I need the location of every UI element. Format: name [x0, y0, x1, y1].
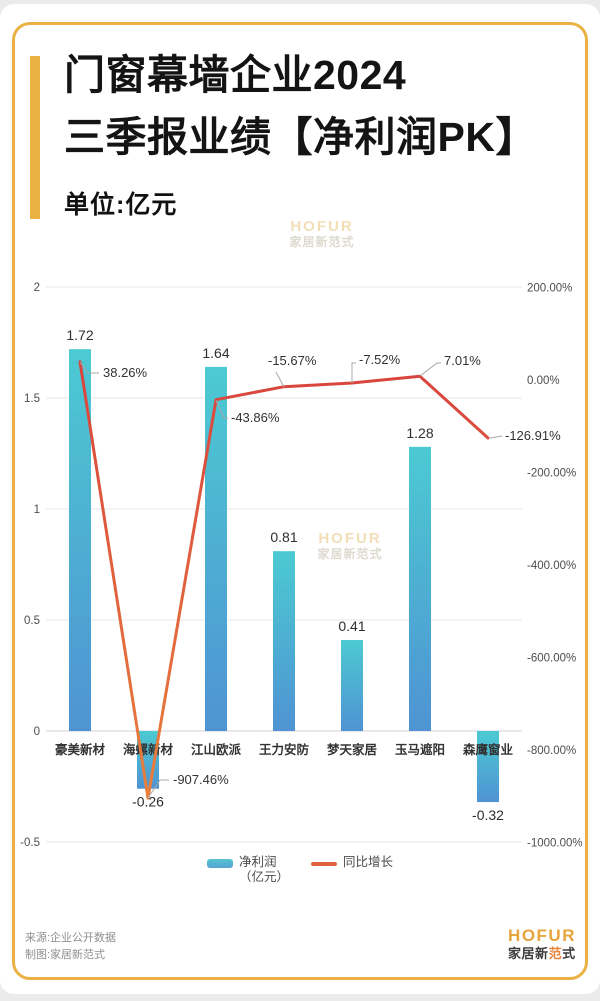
category-label: 江山欧派 [191, 742, 242, 757]
bar-net-profit [273, 551, 295, 731]
bar-net-profit [477, 731, 499, 803]
brand-logo-name: HOFUR [508, 926, 576, 945]
label-leader-line [79, 361, 99, 374]
bar-value-label: 0.41 [338, 618, 365, 634]
line-series-swatch [311, 862, 337, 866]
combo-chart: 2 1.5 1 0.5 0 -0.5 200.00% 0.00% -200.00% -400.00… [0, 262, 600, 882]
bar-value-label: 1.28 [406, 425, 433, 441]
category-label: 玉马遮阳 [395, 742, 445, 757]
label-leader-line [489, 435, 503, 439]
legend-bar-label: 净利润 [238, 855, 277, 869]
category-label: 森鹰窗业 [463, 742, 514, 757]
bar-series-swatch [206, 859, 233, 868]
chart-svg: 2 1.5 1 0.5 0 -0.5 200.00% 0.00% -200.00% -400.00… [20, 282, 583, 850]
infographic-card: 门窗幕墙企业2024 三季报业绩【净利润PK】 单位:亿元 HOFUR 家居新范… [0, 4, 600, 994]
bar-value-label: 1.72 [66, 327, 93, 343]
growth-value-label: -7.52% [359, 352, 401, 367]
label-leader-line [215, 399, 228, 419]
brand-logo: HOFUR 家居新范式 [508, 926, 576, 962]
growth-value-label: -15.67% [268, 353, 317, 368]
category-label: 海螺新材 [123, 742, 174, 757]
data-source-text: 来源:企业公开数据 [25, 932, 117, 944]
brand-logo-subtitle: 家居新范式 [508, 946, 576, 961]
legend-item-net-profit: 净利润 （亿元） [206, 855, 289, 885]
bar-value-label: 0.81 [270, 529, 297, 545]
page-title: 门窗幕墙企业2024 三季报业绩【净利润PK】 [64, 44, 574, 168]
bar-net-profit [341, 639, 363, 731]
growth-value-label: -126.91% [505, 428, 561, 443]
bar-value-label: 1.64 [202, 345, 229, 361]
footer-source-block: 来源:企业公开数据 制图:家居新范式 [25, 930, 116, 964]
label-leader-line [351, 362, 356, 383]
right-axis-tick: -600.00% [527, 653, 576, 665]
page-title-line1: 门窗幕墙企业2024 [64, 52, 407, 98]
right-axis-tick: 200.00% [527, 283, 572, 295]
right-axis-tick: 0.00% [527, 375, 560, 387]
left-axis-tick: 1.5 [24, 393, 40, 405]
bar-value-label: -0.32 [472, 807, 504, 823]
label-leader-line [147, 779, 169, 799]
chart-credit-text: 制图:家居新范式 [25, 949, 106, 961]
growth-value-label: -43.86% [231, 410, 280, 425]
bar-value-label: -0.26 [132, 794, 164, 810]
legend-bar-unit: （亿元） [238, 870, 289, 884]
left-axis-tick: 1 [34, 504, 40, 516]
right-axis-tick: -400.00% [527, 560, 576, 572]
left-axis-tick: 2 [34, 282, 40, 294]
chart-legend: 净利润 （亿元） 同比增长 [0, 855, 600, 885]
bar-net-profit [409, 446, 431, 731]
category-label: 王力安防 [259, 742, 310, 757]
legend-line-label: 同比增长 [343, 855, 394, 869]
unit-subtitle: 单位:亿元 [64, 191, 178, 219]
watermark-logo-text: HOFUR [290, 218, 354, 235]
label-leader-line [419, 362, 441, 377]
label-leader-line [275, 371, 285, 388]
bar-net-profit [69, 349, 91, 731]
right-axis-tick: -200.00% [527, 468, 576, 480]
left-axis-tick: 0 [34, 726, 40, 738]
watermark-top: HOFUR 家居新范式 [262, 219, 382, 250]
right-axis-tick: -1000.00% [527, 838, 583, 850]
growth-value-label: -907.46% [173, 772, 229, 787]
growth-value-label: 38.26% [103, 365, 148, 380]
left-axis-tick: 0.5 [24, 615, 40, 627]
title-accent-bar [30, 56, 40, 219]
bar-net-profit [205, 366, 227, 731]
category-label: 梦天家居 [327, 742, 377, 757]
category-label: 豪美新材 [55, 742, 106, 757]
right-axis-tick: -800.00% [527, 745, 576, 757]
growth-value-label: 7.01% [444, 353, 481, 368]
page-title-line2: 三季报业绩【净利润PK】 [64, 114, 537, 160]
legend-item-yoy-growth: 同比增长 [311, 855, 393, 870]
watermark-sub-text: 家居新范式 [289, 235, 355, 249]
left-axis-tick: -0.5 [20, 837, 40, 849]
